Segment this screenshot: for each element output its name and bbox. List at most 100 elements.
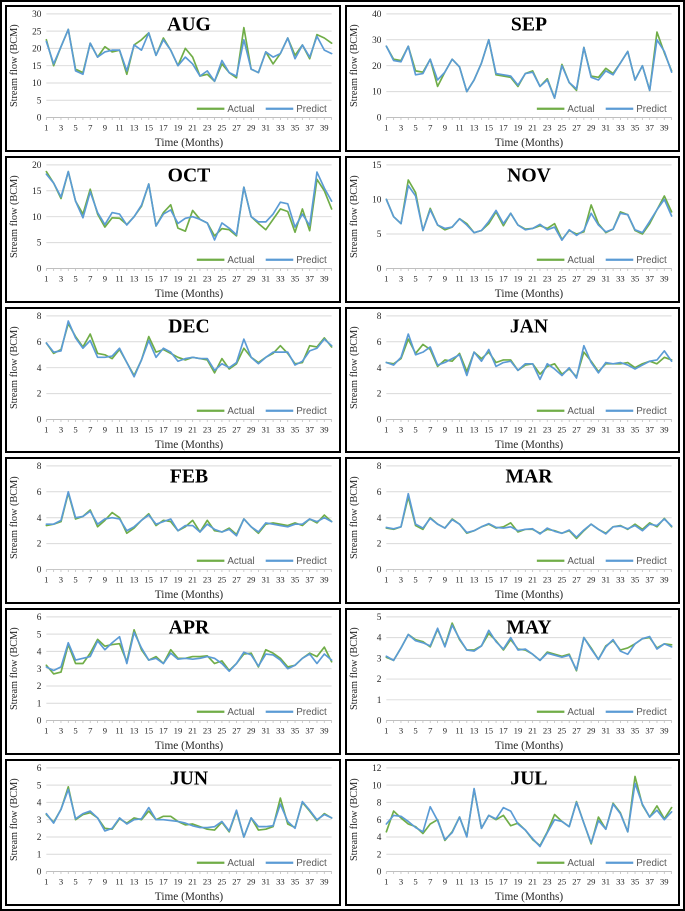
predict-line xyxy=(45,28,333,83)
actual-line xyxy=(45,26,333,83)
x-tick-label: 39 xyxy=(659,122,668,132)
chart-title: OCT xyxy=(168,165,211,186)
chart-panel-feb: 0 2 4 6 8 1 3 5 7 9 11 13 15 17 19 21 23 25 27 29 31 33 35 37 39… xyxy=(5,457,341,605)
y-axis-title: Stream flow (BCM) xyxy=(348,24,359,107)
predict-line xyxy=(385,624,672,671)
x-tick-label: 35 xyxy=(291,122,300,132)
chart-panel-aug: 0 5 10 15 20 25 30 1 3 5 7 9 11 13 15 17 19 21 23 25 27 29 31 3… xyxy=(5,5,341,152)
x-tick-label: 7 xyxy=(428,575,433,585)
x-tick-label: 15 xyxy=(484,726,493,736)
x-tick-label: 13 xyxy=(130,122,139,132)
actual-line xyxy=(45,492,333,536)
predict-line xyxy=(45,170,333,241)
y-tick-label: 0 xyxy=(37,868,42,878)
x-tick-label: 1 xyxy=(384,876,388,886)
actual-line xyxy=(45,629,333,676)
x-tick-label: 39 xyxy=(320,273,329,283)
x-tick-label: 37 xyxy=(305,575,314,585)
x-tick-label: 37 xyxy=(305,726,314,736)
y-tick-label: 8 xyxy=(37,312,42,322)
y-tick-label: 15 xyxy=(372,161,382,171)
y-axis-title: Stream flow (BCM) xyxy=(9,326,20,409)
chart-title: SEP xyxy=(510,15,546,36)
x-axis-title: Time (Months) xyxy=(155,137,224,149)
x-tick-label: 39 xyxy=(659,726,668,736)
x-tick-label: 19 xyxy=(513,273,522,283)
y-tick-label: 6 xyxy=(37,613,42,623)
x-tick-label: 7 xyxy=(88,122,93,132)
legend-predict-label: Predict xyxy=(636,858,667,869)
x-tick-label: 1 xyxy=(384,575,388,585)
y-tick-label: 2 xyxy=(37,833,42,843)
y-tick-label: 15 xyxy=(32,62,42,72)
legend-actual-label: Actual xyxy=(227,858,254,869)
x-tick-label: 13 xyxy=(469,876,478,886)
x-tick-label: 7 xyxy=(88,876,93,886)
chart-panel-apr: 0 1 2 3 4 5 6 1 3 5 7 9 11 13 15 17 19 21 23 25 27 29 31 33 35 37… xyxy=(5,608,341,756)
x-tick-label: 37 xyxy=(305,273,314,283)
x-tick-label: 29 xyxy=(586,726,595,736)
x-tick-label: 35 xyxy=(630,575,639,585)
x-tick-label: 25 xyxy=(218,122,227,132)
y-tick-label: 2 xyxy=(376,676,381,686)
predict-line xyxy=(45,491,333,538)
x-tick-label: 9 xyxy=(103,273,107,283)
x-tick-label: 15 xyxy=(144,273,153,283)
x-tick-label: 19 xyxy=(174,273,183,283)
legend-predict-label: Predict xyxy=(296,255,327,266)
legend-actual-label: Actual xyxy=(227,708,254,719)
chart-title: AUG xyxy=(167,15,211,36)
x-tick-label: 11 xyxy=(115,575,123,585)
chart-panel-jul: 0 2 4 6 8 10 12 1 3 5 7 9 11 13 15 17 19 21 23 25 27 29 31 33 35… xyxy=(344,759,680,906)
x-tick-label: 9 xyxy=(103,726,107,736)
chart-title: MAY xyxy=(506,618,551,639)
x-tick-label: 15 xyxy=(144,122,153,132)
chart-title: DEC xyxy=(168,316,210,337)
y-tick-label: 4 xyxy=(37,514,42,524)
x-axis-title: Time (Months) xyxy=(494,891,563,903)
x-tick-label: 1 xyxy=(44,726,48,736)
x-tick-label: 35 xyxy=(291,876,300,886)
x-tick-label: 33 xyxy=(616,122,625,132)
x-tick-label: 11 xyxy=(115,876,123,886)
x-tick-label: 23 xyxy=(203,273,212,283)
x-tick-label: 5 xyxy=(413,726,417,736)
x-tick-label: 3 xyxy=(59,876,63,886)
x-tick-label: 39 xyxy=(320,575,329,585)
y-tick-label: 2 xyxy=(376,851,381,861)
x-tick-label: 31 xyxy=(601,726,610,736)
predict-line xyxy=(45,631,333,673)
x-tick-label: 29 xyxy=(586,876,595,886)
x-axis-title: Time (Months) xyxy=(155,589,224,601)
x-tick-label: 21 xyxy=(528,424,537,434)
x-tick-label: 31 xyxy=(601,122,610,132)
x-tick-label: 27 xyxy=(232,273,241,283)
y-tick-label: 10 xyxy=(372,195,382,205)
x-tick-label: 25 xyxy=(557,273,566,283)
y-tick-label: 5 xyxy=(37,781,42,791)
y-tick-label: 2 xyxy=(37,540,42,550)
x-tick-label: 21 xyxy=(188,122,197,132)
x-tick-label: 27 xyxy=(572,122,581,132)
y-tick-label: 1 xyxy=(376,696,381,706)
x-tick-label: 27 xyxy=(572,575,581,585)
x-tick-label: 37 xyxy=(645,424,654,434)
x-tick-label: 7 xyxy=(428,876,433,886)
y-tick-label: 15 xyxy=(32,187,42,197)
x-tick-label: 35 xyxy=(630,273,639,283)
x-tick-label: 21 xyxy=(528,876,537,886)
x-tick-label: 39 xyxy=(320,122,329,132)
x-tick-label: 35 xyxy=(630,876,639,886)
x-tick-label: 15 xyxy=(144,726,153,736)
x-tick-label: 5 xyxy=(73,876,77,886)
x-tick-label: 21 xyxy=(188,424,197,434)
x-tick-label: 37 xyxy=(645,876,654,886)
x-tick-label: 17 xyxy=(499,122,508,132)
y-tick-label: 30 xyxy=(372,36,382,46)
x-tick-label: 25 xyxy=(218,726,227,736)
x-tick-label: 15 xyxy=(484,273,493,283)
x-tick-label: 23 xyxy=(542,876,551,886)
x-tick-label: 11 xyxy=(455,122,463,132)
x-tick-label: 11 xyxy=(115,273,123,283)
